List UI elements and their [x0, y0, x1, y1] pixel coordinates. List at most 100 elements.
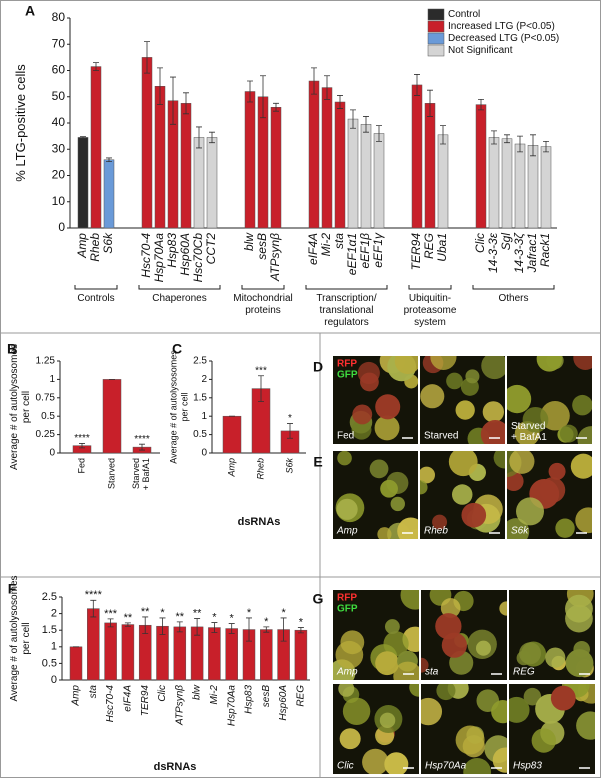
y-axis-label: Average # of autolysosomesper cell — [169, 350, 190, 464]
error-bar — [157, 67, 163, 106]
error-bar — [142, 616, 149, 634]
image-caption: Rheb — [424, 526, 448, 537]
group-bracket — [74, 285, 118, 290]
cell — [400, 590, 419, 610]
cell — [480, 419, 505, 444]
cells — [509, 684, 595, 753]
error-bar — [183, 92, 189, 115]
y-tick-label: 80 — [52, 10, 66, 24]
x-tick-label: S6k — [284, 458, 294, 474]
legend-label: Not Significant — [448, 45, 513, 56]
x-tick-label: Hsp70Aa — [152, 233, 166, 283]
significance: ** — [176, 611, 185, 623]
cell — [555, 518, 575, 538]
x-tick-label: Amp — [71, 685, 82, 707]
bar — [173, 626, 187, 681]
error-bar — [258, 375, 264, 402]
y-axis-label-line: Average # of autolysosomes — [9, 575, 20, 701]
x-tick-label: Hsp60A — [278, 685, 289, 721]
bar — [206, 137, 218, 229]
panel-label: E — [313, 454, 322, 470]
x-tick-label: Rack1 — [538, 233, 552, 267]
bar — [294, 629, 308, 681]
cell — [440, 598, 461, 618]
significance: ** — [124, 612, 133, 624]
cell — [375, 394, 401, 420]
image-caption: Clic — [337, 761, 354, 772]
cell — [338, 684, 355, 697]
error-bar — [196, 126, 202, 149]
bar — [69, 646, 83, 681]
significance: * — [212, 611, 217, 623]
y-axis-label-line: Average # of autolysosomes — [169, 350, 179, 464]
legend-swatch — [427, 8, 445, 21]
cells — [507, 451, 592, 539]
image-caption: Amp — [336, 526, 358, 537]
error-bar — [311, 67, 317, 95]
y-tick-label: 0.75 — [36, 392, 56, 403]
cell — [570, 453, 592, 479]
cell — [351, 419, 372, 440]
cell — [384, 752, 409, 774]
x-tick-label: Fed — [76, 458, 86, 474]
cell — [451, 484, 473, 505]
error-bar — [478, 98, 484, 111]
x-tick-label: blw — [242, 232, 256, 251]
x-tick-label: Clic — [157, 685, 168, 702]
bar — [180, 103, 192, 229]
group-bracket — [305, 285, 388, 290]
group-label: Mitochondrial proteins — [233, 293, 292, 316]
x-tick-label: Jafrac1 — [525, 233, 539, 273]
cells — [335, 451, 418, 539]
cell — [545, 647, 566, 668]
cell — [374, 415, 400, 441]
x-tick-label: eEF1α1 — [345, 233, 359, 275]
group-label: Ubiquitin-proteasome system — [404, 293, 457, 328]
bar — [121, 624, 135, 681]
x-tick-label: Hsp83 — [244, 685, 255, 714]
cell — [377, 527, 392, 539]
image-caption: S6k — [511, 526, 529, 537]
image-caption: Hsp70Aa — [425, 761, 467, 772]
error-bar — [209, 131, 215, 144]
error-bar — [90, 599, 97, 618]
cells — [349, 356, 418, 441]
cell — [369, 459, 389, 479]
y-axis-label-line: per cell — [21, 622, 32, 654]
y-tick-label: 0.5 — [42, 657, 57, 669]
significance: ** — [193, 607, 202, 619]
cell — [435, 613, 462, 640]
error-bar — [194, 618, 201, 636]
cell — [336, 498, 358, 520]
group-bracket — [138, 285, 221, 290]
image-caption: sta — [425, 667, 439, 678]
bar — [90, 66, 102, 229]
cell — [573, 356, 592, 370]
x-tick-label-line: + BafA1 — [141, 458, 151, 490]
error-bar — [297, 627, 304, 634]
error-bar — [440, 125, 446, 145]
cell — [565, 649, 594, 678]
panel-label: F — [8, 581, 17, 597]
bar — [501, 138, 513, 229]
x-tick-label: ATPsynβ — [268, 233, 282, 282]
cell — [531, 728, 556, 753]
cell — [492, 747, 507, 773]
cell — [461, 502, 487, 528]
y-tick-label: 1.5 — [193, 392, 207, 403]
error-bar — [107, 618, 114, 628]
x-tick-label: Starved — [106, 458, 116, 489]
channel-label: RFP — [337, 359, 357, 370]
cell — [499, 601, 507, 616]
error-bar — [530, 134, 536, 157]
cell — [420, 384, 445, 409]
y-tick-label: 40 — [52, 115, 66, 129]
cell — [573, 640, 591, 658]
x-tick-label: Mi-2 — [209, 685, 220, 705]
significance: ** — [141, 606, 150, 618]
significance: * — [160, 607, 165, 619]
cell — [455, 400, 475, 420]
y-tick-label: 1 — [201, 411, 207, 422]
significance: * — [299, 616, 304, 628]
group-label-line: proteins — [245, 305, 281, 316]
